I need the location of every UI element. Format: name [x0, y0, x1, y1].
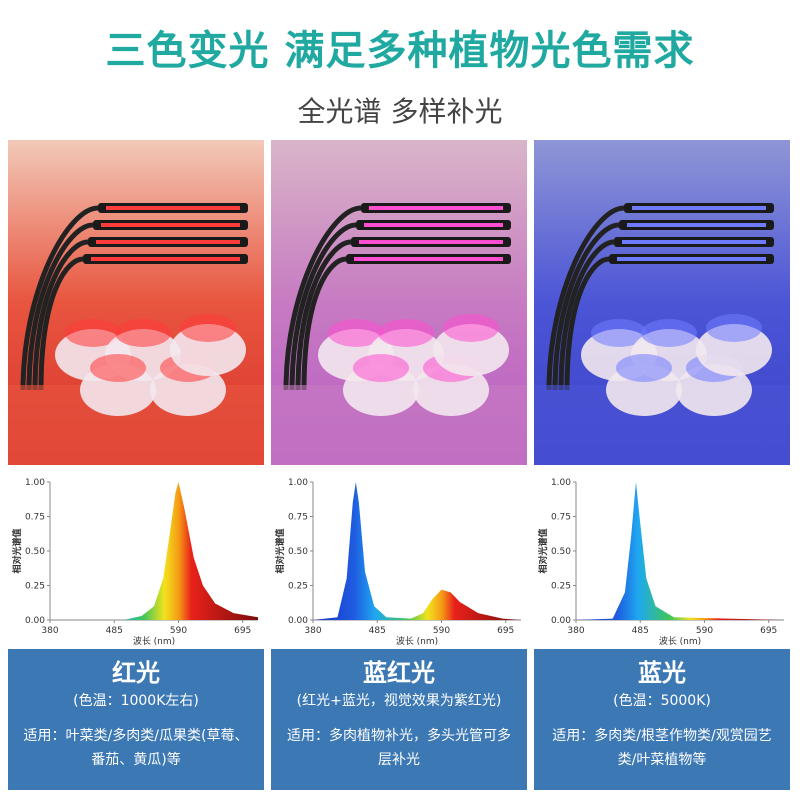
gooseneck: [546, 205, 625, 391]
y-tick-label: 0.50: [288, 547, 308, 557]
light-usage: 适用：叶菜类/多肉类/瓜果类(草莓、番茄、黄瓜)等: [23, 728, 249, 768]
chart-svg: 0.00 0.25 0.50 0.75 1.00 380 485 590 695 相对光谱值波长 …: [11, 478, 258, 647]
x-tick-label: 695: [760, 626, 777, 636]
photo-art: [271, 140, 527, 465]
y-tick-label: 1.00: [25, 478, 45, 488]
chart-svg: 0.00 0.25 0.50 0.75 1.00 380 485 590 695 相对光谱值波长 …: [537, 478, 784, 647]
lamp-light: [354, 257, 503, 261]
y-axis-label: 相对光谱值: [274, 528, 286, 573]
succulent: [641, 319, 697, 347]
light-usage: 适用：多肉类/根茎作物类/观赏园艺类/叶菜植物等: [552, 728, 772, 768]
succulent: [328, 319, 384, 347]
succulent: [591, 319, 647, 347]
y-tick-label: 0.00: [288, 616, 308, 626]
spectrum-chart: 0.00 0.25 0.50 0.75 1.00 380 485 590 695 相对光谱值波长 …: [8, 465, 264, 647]
x-tick-label: 695: [234, 626, 251, 636]
light-note: (色温：1000K左右): [73, 693, 199, 709]
y-tick-label: 0.50: [551, 547, 571, 557]
lamp-light: [369, 206, 503, 210]
x-tick-label: 380: [41, 626, 58, 636]
spectrum-area: [50, 482, 258, 620]
title: 三色变光 满足多种植物光色需求: [105, 28, 695, 74]
x-tick-label: 590: [696, 626, 713, 636]
lamp-light: [632, 206, 766, 210]
x-tick-label: 485: [369, 626, 386, 636]
light-name: 蓝红光: [363, 659, 435, 687]
gooseneck: [301, 256, 347, 391]
spectrum-chart: 0.00 0.25 0.50 0.75 1.00 380 485 590 695 相对光谱值波长 …: [534, 465, 790, 647]
chart-svg: 0.00 0.25 0.50 0.75 1.00 380 485 590 695 相对光谱值波长 …: [274, 478, 521, 647]
gooseneck: [552, 222, 620, 391]
gooseneck: [558, 239, 615, 391]
succulent: [353, 354, 409, 382]
succulent: [90, 354, 146, 382]
lamp-light: [101, 223, 240, 227]
y-axis-label: 相对光谱值: [537, 528, 549, 573]
succulent: [443, 314, 499, 342]
y-tick-label: 0.00: [551, 616, 571, 626]
succulent: [616, 354, 672, 382]
photo-art: [8, 140, 264, 465]
y-tick-label: 0.00: [25, 616, 45, 626]
light-name: 红光: [112, 659, 160, 687]
light-usage: 适用：多肉植物补光，多头光管可多层补光: [287, 728, 511, 768]
spectrum-area: [576, 482, 784, 620]
x-axis-label: 波长 (nm): [133, 635, 175, 647]
gooseneck: [32, 239, 89, 391]
lamp-light: [627, 223, 766, 227]
gooseneck: [283, 205, 362, 391]
y-tick-label: 0.75: [288, 513, 308, 523]
x-tick-label: 380: [304, 626, 321, 636]
succulent: [65, 319, 121, 347]
photo: [271, 140, 527, 465]
succulent: [180, 314, 236, 342]
y-axis-label: 相对光谱值: [11, 528, 23, 573]
y-tick-label: 0.75: [551, 513, 571, 523]
y-tick-label: 1.00: [551, 478, 571, 488]
x-tick-label: 485: [106, 626, 123, 636]
x-axis-label: 波长 (nm): [659, 635, 701, 647]
y-tick-label: 0.25: [551, 582, 571, 592]
y-tick-label: 0.25: [25, 582, 45, 592]
lamp-light: [91, 257, 240, 261]
y-tick-label: 0.50: [25, 547, 45, 557]
y-tick-label: 0.75: [25, 513, 45, 523]
lamp-light: [364, 223, 503, 227]
light-name: 蓝光: [638, 659, 686, 687]
x-tick-label: 380: [567, 626, 584, 636]
gooseneck: [564, 256, 610, 391]
succulent: [378, 319, 434, 347]
gooseneck: [295, 239, 352, 391]
succulent: [115, 319, 171, 347]
gooseneck: [38, 256, 84, 391]
info-box: 蓝红光 (红光+蓝光，视觉效果为紫红光) 适用：多肉植物补光，多头光管可多层补光: [271, 649, 527, 790]
x-tick-label: 485: [632, 626, 649, 636]
lamp-light: [622, 240, 766, 244]
info-box: 红光 (色温：1000K左右) 适用：叶菜类/多肉类/瓜果类(草莓、番茄、黄瓜)等: [8, 649, 264, 790]
x-tick-label: 695: [497, 626, 514, 636]
x-tick-label: 590: [170, 626, 187, 636]
spectrum-area: [313, 482, 521, 620]
photo: [534, 140, 790, 465]
photo-art: [534, 140, 790, 465]
x-axis-label: 波长 (nm): [396, 635, 438, 647]
light-note: (色温：5000K): [613, 693, 711, 709]
photo: [8, 140, 264, 465]
gooseneck: [26, 222, 94, 391]
lamp-light: [96, 240, 240, 244]
gooseneck: [20, 205, 99, 391]
info-box: 蓝光 (色温：5000K) 适用：多肉类/根茎作物类/观赏园艺类/叶菜植物等: [534, 649, 790, 790]
gooseneck: [289, 222, 357, 391]
y-tick-label: 0.25: [288, 582, 308, 592]
x-tick-label: 590: [433, 626, 450, 636]
lamp-light: [106, 206, 240, 210]
subtitle: 全光谱 多样补光: [297, 95, 503, 128]
lamp-light: [359, 240, 503, 244]
light-note: (红光+蓝光，视觉效果为紫红光): [296, 693, 502, 709]
spectrum-chart: 0.00 0.25 0.50 0.75 1.00 380 485 590 695 相对光谱值波长 …: [271, 465, 527, 647]
lamp-light: [617, 257, 766, 261]
succulent: [706, 314, 762, 342]
y-tick-label: 1.00: [288, 478, 308, 488]
